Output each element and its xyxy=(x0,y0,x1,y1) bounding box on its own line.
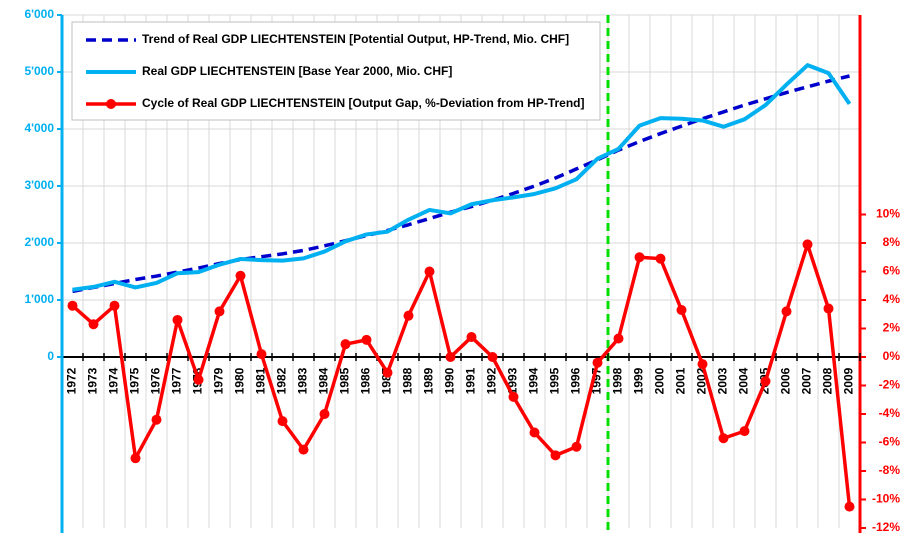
x-tick-label: 1977 xyxy=(170,367,184,394)
marker xyxy=(634,252,645,263)
legend-marker xyxy=(106,99,116,109)
x-tick-label: 1998 xyxy=(611,367,625,394)
x-tick-label: 1983 xyxy=(296,367,310,394)
marker xyxy=(403,310,414,321)
marker xyxy=(361,334,372,345)
y-tick-label: 4'000 xyxy=(24,121,54,135)
y-tick-label: 0 xyxy=(47,349,54,363)
marker xyxy=(172,314,183,325)
marker xyxy=(592,357,603,368)
y2-tick-label: -2% xyxy=(879,378,901,392)
x-tick-label: 2008 xyxy=(821,367,835,394)
y2-tick-label: -8% xyxy=(879,463,901,477)
legend-label: Cycle of Real GDP LIECHTENSTEIN [Output … xyxy=(142,96,585,110)
marker xyxy=(298,444,309,455)
series-line xyxy=(71,242,852,507)
marker xyxy=(319,409,330,419)
y-tick-label: 5'000 xyxy=(24,64,54,78)
y-tick-label: 3'000 xyxy=(24,178,54,192)
x-tick-label: 2001 xyxy=(674,367,688,394)
x-tick-label: 1988 xyxy=(401,367,415,394)
x-tick-label: 1981 xyxy=(254,367,268,394)
x-tick-label: 1985 xyxy=(338,367,352,394)
marker xyxy=(67,300,78,311)
x-tick-label: 1980 xyxy=(233,367,247,394)
marker xyxy=(256,349,267,360)
x-tick-label: 1973 xyxy=(86,367,100,394)
x-tick-label: 2006 xyxy=(779,367,793,394)
marker xyxy=(235,270,246,281)
legend-label: Real GDP LIECHTENSTEIN [Base Year 2000, … xyxy=(142,64,452,78)
y2-tick-label: 4% xyxy=(883,292,901,306)
marker xyxy=(382,367,393,378)
x-tick-label: 1993 xyxy=(506,367,520,394)
y2-tick-label: -12% xyxy=(872,520,900,533)
marker xyxy=(277,416,288,427)
marker xyxy=(802,239,813,250)
marker xyxy=(445,352,456,362)
marker xyxy=(718,433,729,444)
x-tick-label: 1974 xyxy=(107,367,121,394)
marker xyxy=(508,391,519,402)
marker xyxy=(109,300,120,311)
marker xyxy=(613,333,624,344)
marker xyxy=(466,332,477,343)
y2-tick-label: 2% xyxy=(883,321,901,335)
x-tick-label: 1992 xyxy=(485,367,499,394)
x-tick-label: 1989 xyxy=(422,367,436,394)
marker xyxy=(823,303,834,314)
y2-tick-label: 8% xyxy=(883,235,901,249)
marker xyxy=(340,339,351,350)
marker xyxy=(844,501,855,512)
x-tick-label: 1972 xyxy=(65,367,79,394)
y-tick-label: 1'000 xyxy=(24,292,54,306)
x-tick-label: 1984 xyxy=(317,367,331,394)
marker xyxy=(130,453,141,464)
series-line xyxy=(72,74,850,294)
marker xyxy=(193,374,204,385)
x-tick-label: 1995 xyxy=(548,367,562,394)
marker xyxy=(571,441,582,452)
x-tick-label: 1996 xyxy=(569,367,583,394)
y-tick-label: 6'000 xyxy=(24,7,54,21)
y2-tick-label: -6% xyxy=(879,435,901,449)
x-tick-label: 2000 xyxy=(653,367,667,394)
x-tick-label: 2007 xyxy=(800,367,814,394)
x-tick-label: 1982 xyxy=(275,367,289,394)
marker xyxy=(487,352,498,362)
y2-tick-label: 10% xyxy=(876,207,900,221)
marker xyxy=(655,253,666,264)
x-tick-label: 1986 xyxy=(359,367,373,394)
x-tick-label: 1991 xyxy=(464,367,478,394)
y2-tick-label: 0% xyxy=(883,349,901,363)
x-tick-label: 2003 xyxy=(716,367,730,394)
y-tick-label: 2'000 xyxy=(24,235,54,249)
series-line xyxy=(72,63,852,292)
marker xyxy=(697,359,708,370)
y2-tick-label: 6% xyxy=(883,264,901,278)
x-tick-label: 1979 xyxy=(212,367,226,394)
x-tick-label: 2004 xyxy=(737,367,751,394)
x-tick-label: 1976 xyxy=(149,367,163,394)
y2-tick-label: -10% xyxy=(872,492,900,506)
marker xyxy=(529,427,540,438)
marker xyxy=(88,319,99,330)
legend-label: Trend of Real GDP LIECHTENSTEIN [Potenti… xyxy=(142,32,569,46)
y2-tick-label: -4% xyxy=(879,406,901,420)
marker xyxy=(760,376,771,387)
marker xyxy=(739,426,750,437)
x-tick-label: 1990 xyxy=(443,367,457,394)
legend-box xyxy=(71,21,601,121)
marker xyxy=(424,266,435,277)
marker xyxy=(151,414,162,425)
marker xyxy=(550,450,561,461)
x-tick-label: 1994 xyxy=(527,367,541,394)
x-tick-label: 2009 xyxy=(842,367,856,394)
marker xyxy=(676,304,687,315)
x-tick-label: 1999 xyxy=(632,367,646,394)
x-tick-label: 1975 xyxy=(128,367,142,394)
marker xyxy=(214,306,225,317)
marker xyxy=(781,306,792,317)
